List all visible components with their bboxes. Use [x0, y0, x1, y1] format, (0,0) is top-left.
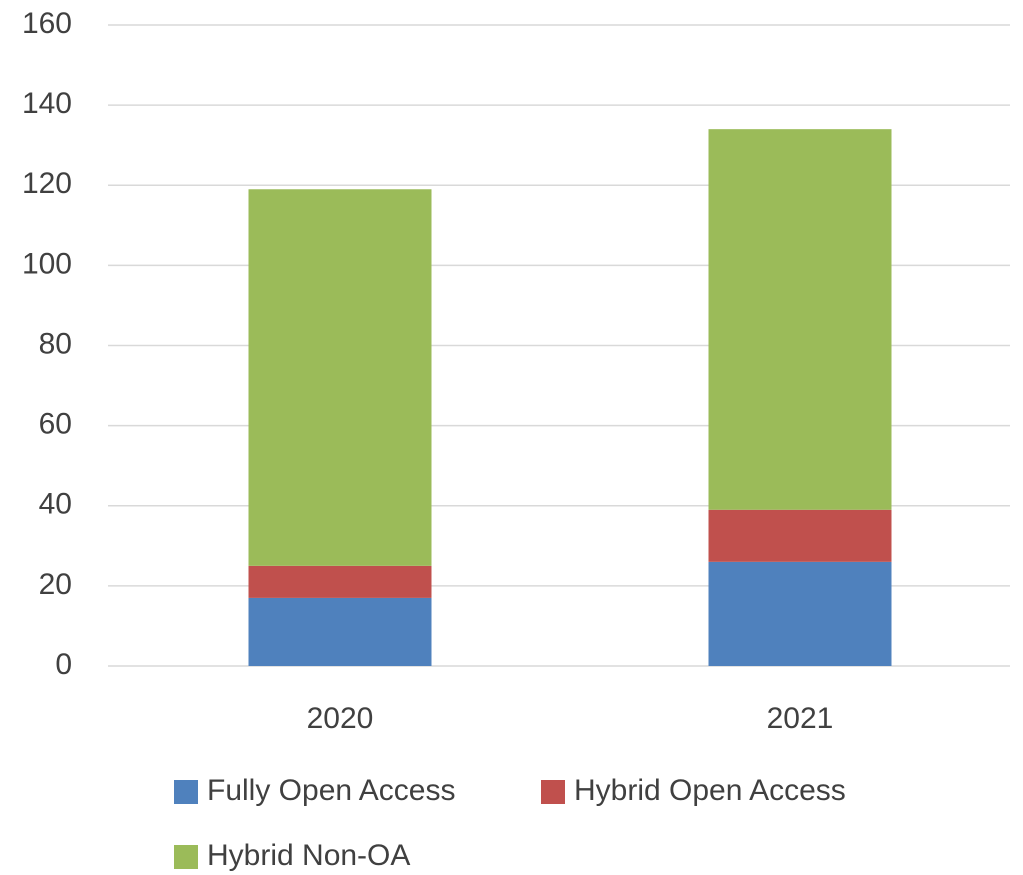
x-tick-label: 2020 [307, 702, 374, 735]
bar-segment [248, 565, 432, 598]
x-tick-label: 2021 [767, 702, 834, 735]
legend-label: Hybrid Open Access [574, 774, 846, 807]
y-tick-label: 20 [39, 568, 72, 601]
legend-swatch [174, 845, 198, 869]
y-tick-label: 40 [39, 488, 72, 521]
y-tick-label: 100 [22, 247, 72, 280]
bar-segment [248, 189, 432, 566]
bar-segment [248, 597, 432, 666]
y-tick-label: 120 [22, 167, 72, 200]
y-tick-label: 160 [22, 7, 72, 40]
y-tick-label: 0 [55, 648, 72, 681]
y-tick-label: 140 [22, 87, 72, 120]
legend-label: Hybrid Non-OA [207, 839, 410, 872]
y-tick-label: 80 [39, 327, 72, 360]
bar-segment [708, 129, 892, 510]
bar-segment [708, 561, 892, 666]
legend-swatch [541, 780, 565, 804]
bar-segment [708, 509, 892, 562]
legend-swatch [174, 780, 198, 804]
y-tick-label: 60 [39, 408, 72, 441]
legend-label: Fully Open Access [207, 774, 455, 807]
